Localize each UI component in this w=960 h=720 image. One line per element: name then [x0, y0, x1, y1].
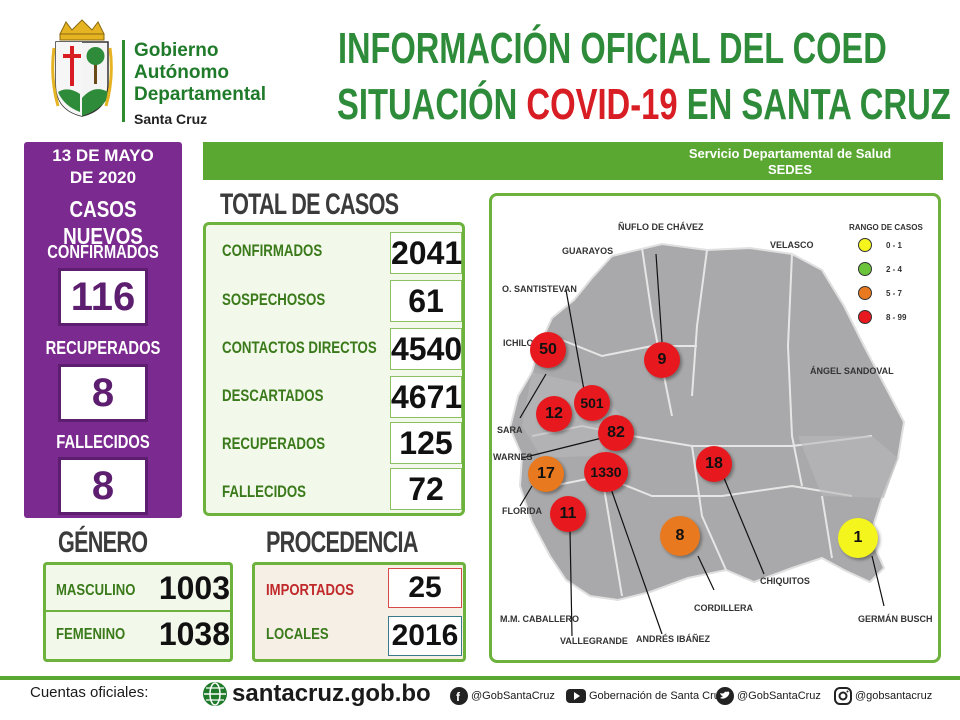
bubble-vallegrande: 11 — [550, 496, 586, 532]
total-discarded-label: DESCARTADOS — [222, 386, 324, 405]
service-bar-line-2: SEDES — [767, 162, 813, 177]
province-label-velasco: VELASCO — [770, 240, 814, 250]
total-deceased-value: 72 — [390, 468, 462, 510]
legend-swatch-2 — [858, 286, 872, 300]
province-label-guarayos: GUARAYOS — [562, 246, 614, 256]
daily-deceased-value: 8 — [58, 457, 148, 515]
bubble-ichilo: 50 — [530, 332, 566, 368]
province-label-busch: GERMÁN BUSCH — [858, 614, 933, 624]
province-label-vallegrande: VALLEGRANDE — [560, 636, 628, 646]
daily-recovered-value: 8 — [58, 364, 148, 422]
subtitle-part-3: EN SANTA CRUZ — [677, 80, 951, 129]
footer-instagram-link[interactable]: @gobsantacruz — [855, 690, 933, 702]
subtitle-covid: COVID-19 — [526, 80, 678, 129]
total-deceased-label: FALLECIDOS — [222, 482, 306, 501]
bubble-santistevan: 501 — [574, 385, 610, 421]
gender-female-value: 1038 — [158, 616, 230, 652]
province-label-santistevan: O. SANTISTEVAN — [502, 284, 577, 294]
gender-panel — [43, 562, 233, 662]
logo-divider — [122, 40, 125, 122]
total-recovered-value: 125 — [390, 422, 462, 464]
province-label-sandoval: ÁNGEL SANDOVAL — [810, 366, 894, 376]
bubble-warnes: 82 — [598, 415, 634, 451]
total-discarded-value: 4671 — [390, 376, 462, 418]
daily-confirmed-label: CONFIRMADOS — [47, 242, 159, 262]
total-suspected-value: 61 — [390, 280, 462, 322]
daily-cases-panel — [24, 142, 182, 518]
globe-icon — [203, 682, 227, 706]
youtube-icon — [566, 689, 586, 703]
total-confirmed-label: CONFIRMADOS — [222, 241, 323, 260]
bubble-cordillera: 8 — [660, 516, 700, 556]
footer-twitter-link[interactable]: @GobSantaCruz — [737, 690, 821, 702]
svg-text:f: f — [456, 690, 461, 704]
province-label-warnes: WARNES — [493, 452, 533, 462]
footer-facebook-link[interactable]: @GobSantaCruz — [471, 690, 555, 702]
legend-title: RANGO DE CASOS — [849, 223, 923, 232]
legend-label-0: 0 - 1 — [886, 241, 903, 250]
gender-title: GÉNERO — [58, 526, 148, 559]
bubble-florida: 17 — [528, 456, 564, 492]
daily-subtitle: CASOS NUEVOS — [63, 196, 143, 249]
bubble-sara: 12 — [536, 396, 572, 432]
total-cases-title: TOTAL DE CASOS — [220, 188, 399, 221]
gov-name-line-4: Santa Cruz — [134, 111, 208, 127]
gov-name-line-3: Departamental — [134, 84, 266, 105]
province-label-cordillera: CORDILLERA — [694, 603, 753, 613]
subtitle-part-1: SITUACIÓN — [337, 80, 527, 129]
twitter-icon — [716, 687, 734, 705]
daily-date-line-1: 13 DE MAYO — [52, 146, 154, 165]
total-suspected-label: SOSPECHOSOS — [222, 290, 326, 309]
total-confirmed-value: 2041 — [390, 232, 462, 274]
origin-imported-value: 25 — [388, 568, 462, 608]
footer-accounts-label: Cuentas oficiales: — [30, 684, 149, 701]
legend-label-2: 5 - 7 — [886, 289, 903, 298]
origin-local-label: LOCALES — [266, 626, 329, 643]
legend-label-1: 2 - 4 — [886, 265, 903, 274]
province-label-ibanez: ANDRÉS IBÁÑEZ — [636, 634, 711, 644]
gender-female-label: FEMENINO — [56, 626, 126, 643]
gender-male-value: 1003 — [158, 570, 230, 606]
daily-date-line-2: DE 2020 — [69, 168, 137, 187]
daily-deceased-label: FALLECIDOS — [56, 432, 150, 452]
province-label-sara: SARA — [497, 425, 523, 435]
origin-local-value: 2016 — [388, 616, 462, 656]
bubble-chiquitos: 18 — [696, 446, 732, 482]
service-bar-line-1: Servicio Departamental de Salud — [688, 146, 892, 161]
legend-label-3: 8 - 99 — [886, 313, 907, 322]
instagram-icon — [834, 687, 852, 705]
footer-youtube-link[interactable]: Gobernación de Santa Cruz — [589, 690, 726, 702]
gender-male-label: MASCULINO — [56, 582, 136, 599]
bubble-ibanez: 1330 — [584, 452, 628, 492]
gov-name-line-1: Gobierno — [134, 40, 219, 61]
daily-confirmed-value: 116 — [58, 268, 148, 326]
province-label-florida: FLORIDA — [502, 506, 542, 516]
gov-name-line-2: Autónomo — [134, 62, 229, 83]
origin-title: PROCEDENCIA — [266, 526, 418, 559]
province-label-nuflo: ÑUFLO DE CHÁVEZ — [618, 222, 704, 232]
total-contacts-label: CONTACTOS DIRECTOS — [222, 338, 377, 357]
bubble-nuflo: 9 — [644, 342, 680, 378]
gender-divider — [46, 610, 230, 612]
province-label-caballero: M.M. CABALLERO — [500, 614, 579, 624]
page-subtitle: SITUACIÓN COVID-19 EN SANTA CRUZ — [337, 80, 951, 130]
province-label-chiquitos: CHIQUITOS — [760, 576, 810, 586]
legend-swatch-0 — [858, 238, 872, 252]
province-label-ichilo: ICHILO — [503, 338, 534, 348]
total-recovered-label: RECUPERADOS — [222, 434, 326, 453]
facebook-icon: f — [450, 687, 468, 705]
page-title: INFORMACIÓN OFICIAL DEL COED — [338, 24, 887, 73]
service-bar — [203, 142, 943, 180]
total-contacts-value: 4540 — [390, 328, 462, 370]
legend-swatch-3 — [858, 310, 872, 324]
daily-recovered-label: RECUPERADOS — [45, 338, 161, 358]
bubble-busch: 1 — [838, 518, 878, 558]
coat-of-arms-logo — [51, 19, 113, 117]
footer-divider — [0, 676, 960, 680]
footer-website-link[interactable]: santacruz.gob.bo — [232, 680, 431, 707]
legend-swatch-1 — [858, 262, 872, 276]
origin-imported-label: IMPORTADOS — [266, 582, 354, 599]
